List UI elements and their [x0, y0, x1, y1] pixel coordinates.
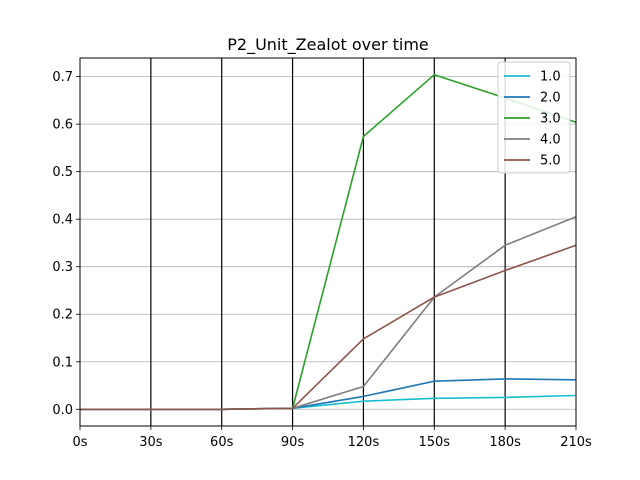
x-tick-label: 120s — [348, 435, 380, 450]
chart-title: P2_Unit_Zealot over time — [227, 35, 429, 55]
x-tick-label: 0s — [72, 435, 87, 450]
x-tick-label: 150s — [418, 435, 450, 450]
y-tick-label: 0.7 — [52, 70, 73, 85]
x-tick-label: 180s — [489, 435, 521, 450]
legend-label: 1.0 — [540, 70, 561, 85]
y-tick-label: 0.6 — [52, 118, 73, 133]
legend-label: 2.0 — [540, 91, 561, 106]
series-line-5-0 — [80, 244, 577, 411]
y-tick-label: 0.4 — [52, 213, 73, 228]
y-tick-label: 0.3 — [52, 260, 73, 275]
tick-layer: 0.0 0.1 0.2 0.3 0.4 0.5 0.6 0.7 0s 30s 60s 90s 120s 1… — [52, 70, 592, 450]
x-tick-label: 210s — [560, 435, 592, 450]
y-tick-label: 0.1 — [52, 355, 73, 370]
legend-label: 3.0 — [540, 112, 561, 127]
legend-label: 4.0 — [540, 133, 561, 148]
y-tick-label: 0.2 — [52, 308, 73, 323]
plot-frame — [79, 57, 577, 427]
legend-box — [497, 61, 571, 174]
vertical-lines-layer — [150, 58, 506, 426]
grid-layer — [80, 76, 576, 410]
series-line-4-0 — [80, 216, 577, 411]
x-tick-label: 90s — [281, 435, 305, 450]
x-tick-label: 30s — [139, 435, 163, 450]
legend-label: 5.0 — [540, 154, 561, 169]
y-tick-label: 0.5 — [52, 165, 73, 180]
x-tick-label: 60s — [210, 435, 234, 450]
y-tick-label: 0.0 — [52, 403, 73, 418]
series-layer — [80, 73, 577, 411]
legend: 1.0 2.0 3.0 4.0 5.0 — [497, 61, 571, 174]
